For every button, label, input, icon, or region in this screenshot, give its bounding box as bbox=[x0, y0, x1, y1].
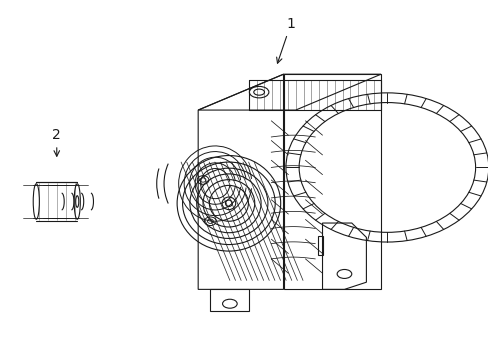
Text: 2: 2 bbox=[52, 128, 61, 156]
Text: 1: 1 bbox=[276, 17, 295, 63]
